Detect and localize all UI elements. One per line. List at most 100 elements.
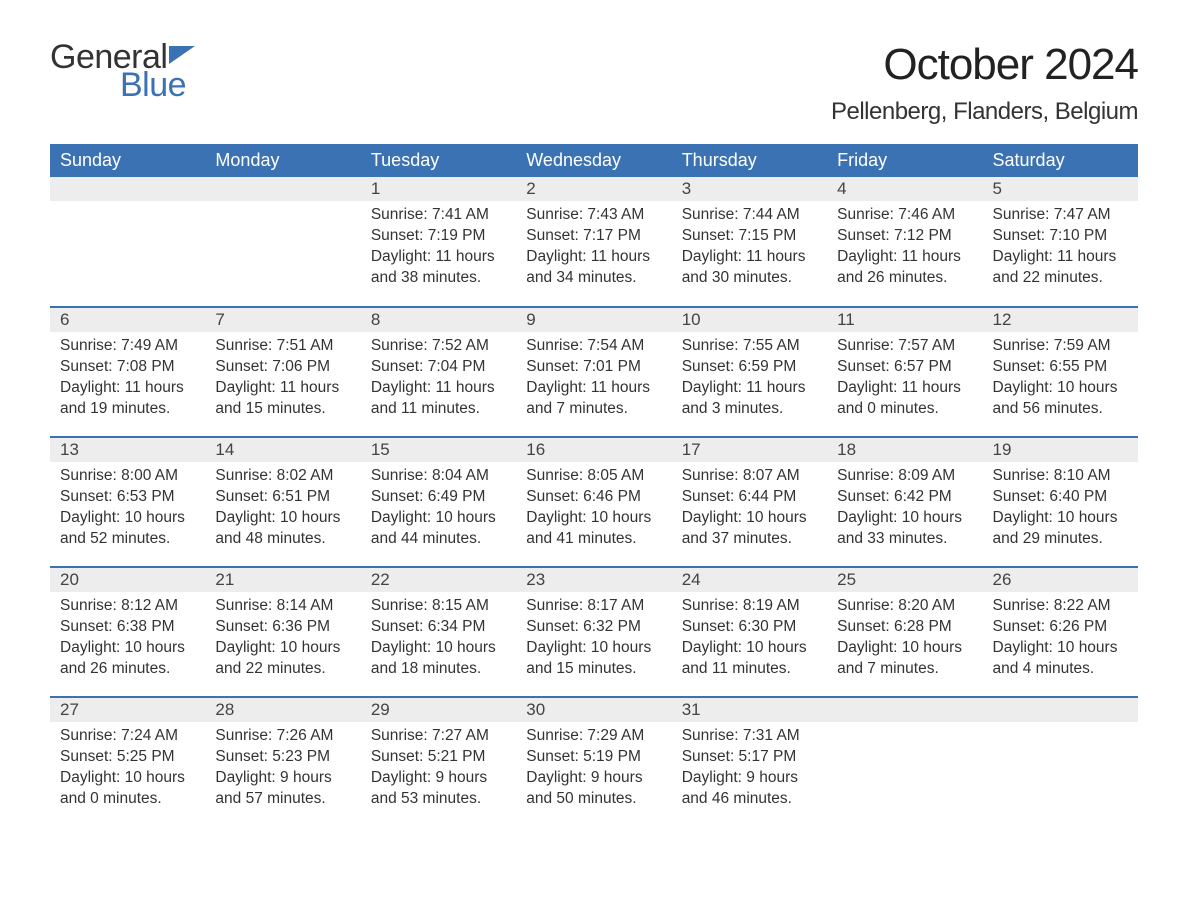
day-number: 15 [361, 438, 516, 462]
day-number: 14 [205, 438, 360, 462]
weekday-header: Wednesday [516, 144, 671, 177]
calendar-cell: 10Sunrise: 7:55 AMSunset: 6:59 PMDayligh… [672, 307, 827, 437]
day-details: Sunrise: 8:10 AMSunset: 6:40 PMDaylight:… [983, 462, 1138, 558]
calendar-cell: 29Sunrise: 7:27 AMSunset: 5:21 PMDayligh… [361, 697, 516, 827]
day-details: Sunrise: 8:20 AMSunset: 6:28 PMDaylight:… [827, 592, 982, 688]
day-number: 19 [983, 438, 1138, 462]
day-number: 7 [205, 308, 360, 332]
calendar-cell: 12Sunrise: 7:59 AMSunset: 6:55 PMDayligh… [983, 307, 1138, 437]
day-details: Sunrise: 8:05 AMSunset: 6:46 PMDaylight:… [516, 462, 671, 558]
calendar-week-row: 6Sunrise: 7:49 AMSunset: 7:08 PMDaylight… [50, 307, 1138, 437]
day-details: Sunrise: 8:19 AMSunset: 6:30 PMDaylight:… [672, 592, 827, 688]
calendar-cell: 16Sunrise: 8:05 AMSunset: 6:46 PMDayligh… [516, 437, 671, 567]
calendar-week-row: 1Sunrise: 7:41 AMSunset: 7:19 PMDaylight… [50, 177, 1138, 307]
day-details: Sunrise: 7:57 AMSunset: 6:57 PMDaylight:… [827, 332, 982, 428]
calendar-cell: 31Sunrise: 7:31 AMSunset: 5:17 PMDayligh… [672, 697, 827, 827]
weekday-header: Sunday [50, 144, 205, 177]
day-details: Sunrise: 7:31 AMSunset: 5:17 PMDaylight:… [672, 722, 827, 818]
day-number: 5 [983, 177, 1138, 201]
calendar-header-row: SundayMondayTuesdayWednesdayThursdayFrid… [50, 144, 1138, 177]
day-number: 23 [516, 568, 671, 592]
calendar-week-row: 27Sunrise: 7:24 AMSunset: 5:25 PMDayligh… [50, 697, 1138, 827]
calendar-cell: 18Sunrise: 8:09 AMSunset: 6:42 PMDayligh… [827, 437, 982, 567]
day-number: 1 [361, 177, 516, 201]
day-number: 20 [50, 568, 205, 592]
day-details: Sunrise: 7:29 AMSunset: 5:19 PMDaylight:… [516, 722, 671, 818]
calendar-cell: 27Sunrise: 7:24 AMSunset: 5:25 PMDayligh… [50, 697, 205, 827]
day-details: Sunrise: 7:55 AMSunset: 6:59 PMDaylight:… [672, 332, 827, 428]
day-number: 17 [672, 438, 827, 462]
calendar-cell: 25Sunrise: 8:20 AMSunset: 6:28 PMDayligh… [827, 567, 982, 697]
calendar-cell [50, 177, 205, 307]
calendar-cell: 15Sunrise: 8:04 AMSunset: 6:49 PMDayligh… [361, 437, 516, 567]
day-number: 10 [672, 308, 827, 332]
page-title: October 2024 [831, 40, 1138, 90]
location-text: Pellenberg, Flanders, Belgium [831, 98, 1138, 126]
day-details: Sunrise: 7:41 AMSunset: 7:19 PMDaylight:… [361, 201, 516, 297]
calendar-week-row: 13Sunrise: 8:00 AMSunset: 6:53 PMDayligh… [50, 437, 1138, 567]
day-number [50, 177, 205, 201]
weekday-header: Saturday [983, 144, 1138, 177]
day-details: Sunrise: 8:14 AMSunset: 6:36 PMDaylight:… [205, 592, 360, 688]
day-details: Sunrise: 7:43 AMSunset: 7:17 PMDaylight:… [516, 201, 671, 297]
day-number: 18 [827, 438, 982, 462]
day-number: 21 [205, 568, 360, 592]
day-details: Sunrise: 8:00 AMSunset: 6:53 PMDaylight:… [50, 462, 205, 558]
day-number: 22 [361, 568, 516, 592]
logo: General Blue [50, 40, 199, 102]
calendar-cell: 28Sunrise: 7:26 AMSunset: 5:23 PMDayligh… [205, 697, 360, 827]
day-details: Sunrise: 7:44 AMSunset: 7:15 PMDaylight:… [672, 201, 827, 297]
day-number: 27 [50, 698, 205, 722]
calendar-cell: 4Sunrise: 7:46 AMSunset: 7:12 PMDaylight… [827, 177, 982, 307]
calendar-cell: 13Sunrise: 8:00 AMSunset: 6:53 PMDayligh… [50, 437, 205, 567]
day-details: Sunrise: 8:15 AMSunset: 6:34 PMDaylight:… [361, 592, 516, 688]
day-number: 13 [50, 438, 205, 462]
header: General Blue October 2024 Pellenberg, Fl… [50, 40, 1138, 126]
day-details: Sunrise: 7:26 AMSunset: 5:23 PMDaylight:… [205, 722, 360, 818]
calendar-cell [205, 177, 360, 307]
weekday-header: Tuesday [361, 144, 516, 177]
calendar-cell: 23Sunrise: 8:17 AMSunset: 6:32 PMDayligh… [516, 567, 671, 697]
day-details: Sunrise: 7:27 AMSunset: 5:21 PMDaylight:… [361, 722, 516, 818]
day-number: 24 [672, 568, 827, 592]
calendar-cell: 2Sunrise: 7:43 AMSunset: 7:17 PMDaylight… [516, 177, 671, 307]
day-number: 16 [516, 438, 671, 462]
calendar-cell: 11Sunrise: 7:57 AMSunset: 6:57 PMDayligh… [827, 307, 982, 437]
day-number [205, 177, 360, 201]
day-details: Sunrise: 8:07 AMSunset: 6:44 PMDaylight:… [672, 462, 827, 558]
day-number: 26 [983, 568, 1138, 592]
calendar-cell: 6Sunrise: 7:49 AMSunset: 7:08 PMDaylight… [50, 307, 205, 437]
calendar-cell: 7Sunrise: 7:51 AMSunset: 7:06 PMDaylight… [205, 307, 360, 437]
calendar-cell [983, 697, 1138, 827]
weekday-header: Friday [827, 144, 982, 177]
calendar-cell [827, 697, 982, 827]
day-details: Sunrise: 7:46 AMSunset: 7:12 PMDaylight:… [827, 201, 982, 297]
day-details: Sunrise: 8:04 AMSunset: 6:49 PMDaylight:… [361, 462, 516, 558]
calendar-cell: 5Sunrise: 7:47 AMSunset: 7:10 PMDaylight… [983, 177, 1138, 307]
calendar-cell: 22Sunrise: 8:15 AMSunset: 6:34 PMDayligh… [361, 567, 516, 697]
day-details: Sunrise: 8:12 AMSunset: 6:38 PMDaylight:… [50, 592, 205, 688]
day-details: Sunrise: 8:09 AMSunset: 6:42 PMDaylight:… [827, 462, 982, 558]
calendar-cell: 8Sunrise: 7:52 AMSunset: 7:04 PMDaylight… [361, 307, 516, 437]
day-details: Sunrise: 8:17 AMSunset: 6:32 PMDaylight:… [516, 592, 671, 688]
calendar-table: SundayMondayTuesdayWednesdayThursdayFrid… [50, 144, 1138, 827]
day-details: Sunrise: 7:52 AMSunset: 7:04 PMDaylight:… [361, 332, 516, 428]
day-number: 29 [361, 698, 516, 722]
day-details: Sunrise: 8:22 AMSunset: 6:26 PMDaylight:… [983, 592, 1138, 688]
day-number: 6 [50, 308, 205, 332]
calendar-cell: 21Sunrise: 8:14 AMSunset: 6:36 PMDayligh… [205, 567, 360, 697]
flag-icon [169, 46, 199, 68]
day-number: 9 [516, 308, 671, 332]
day-details: Sunrise: 7:51 AMSunset: 7:06 PMDaylight:… [205, 332, 360, 428]
weekday-header: Thursday [672, 144, 827, 177]
day-details: Sunrise: 8:02 AMSunset: 6:51 PMDaylight:… [205, 462, 360, 558]
day-details: Sunrise: 7:24 AMSunset: 5:25 PMDaylight:… [50, 722, 205, 818]
calendar-cell: 30Sunrise: 7:29 AMSunset: 5:19 PMDayligh… [516, 697, 671, 827]
calendar-cell: 24Sunrise: 8:19 AMSunset: 6:30 PMDayligh… [672, 567, 827, 697]
day-number: 31 [672, 698, 827, 722]
day-number: 4 [827, 177, 982, 201]
calendar-cell: 17Sunrise: 8:07 AMSunset: 6:44 PMDayligh… [672, 437, 827, 567]
title-block: October 2024 Pellenberg, Flanders, Belgi… [831, 40, 1138, 126]
calendar-cell: 20Sunrise: 8:12 AMSunset: 6:38 PMDayligh… [50, 567, 205, 697]
calendar-cell: 14Sunrise: 8:02 AMSunset: 6:51 PMDayligh… [205, 437, 360, 567]
